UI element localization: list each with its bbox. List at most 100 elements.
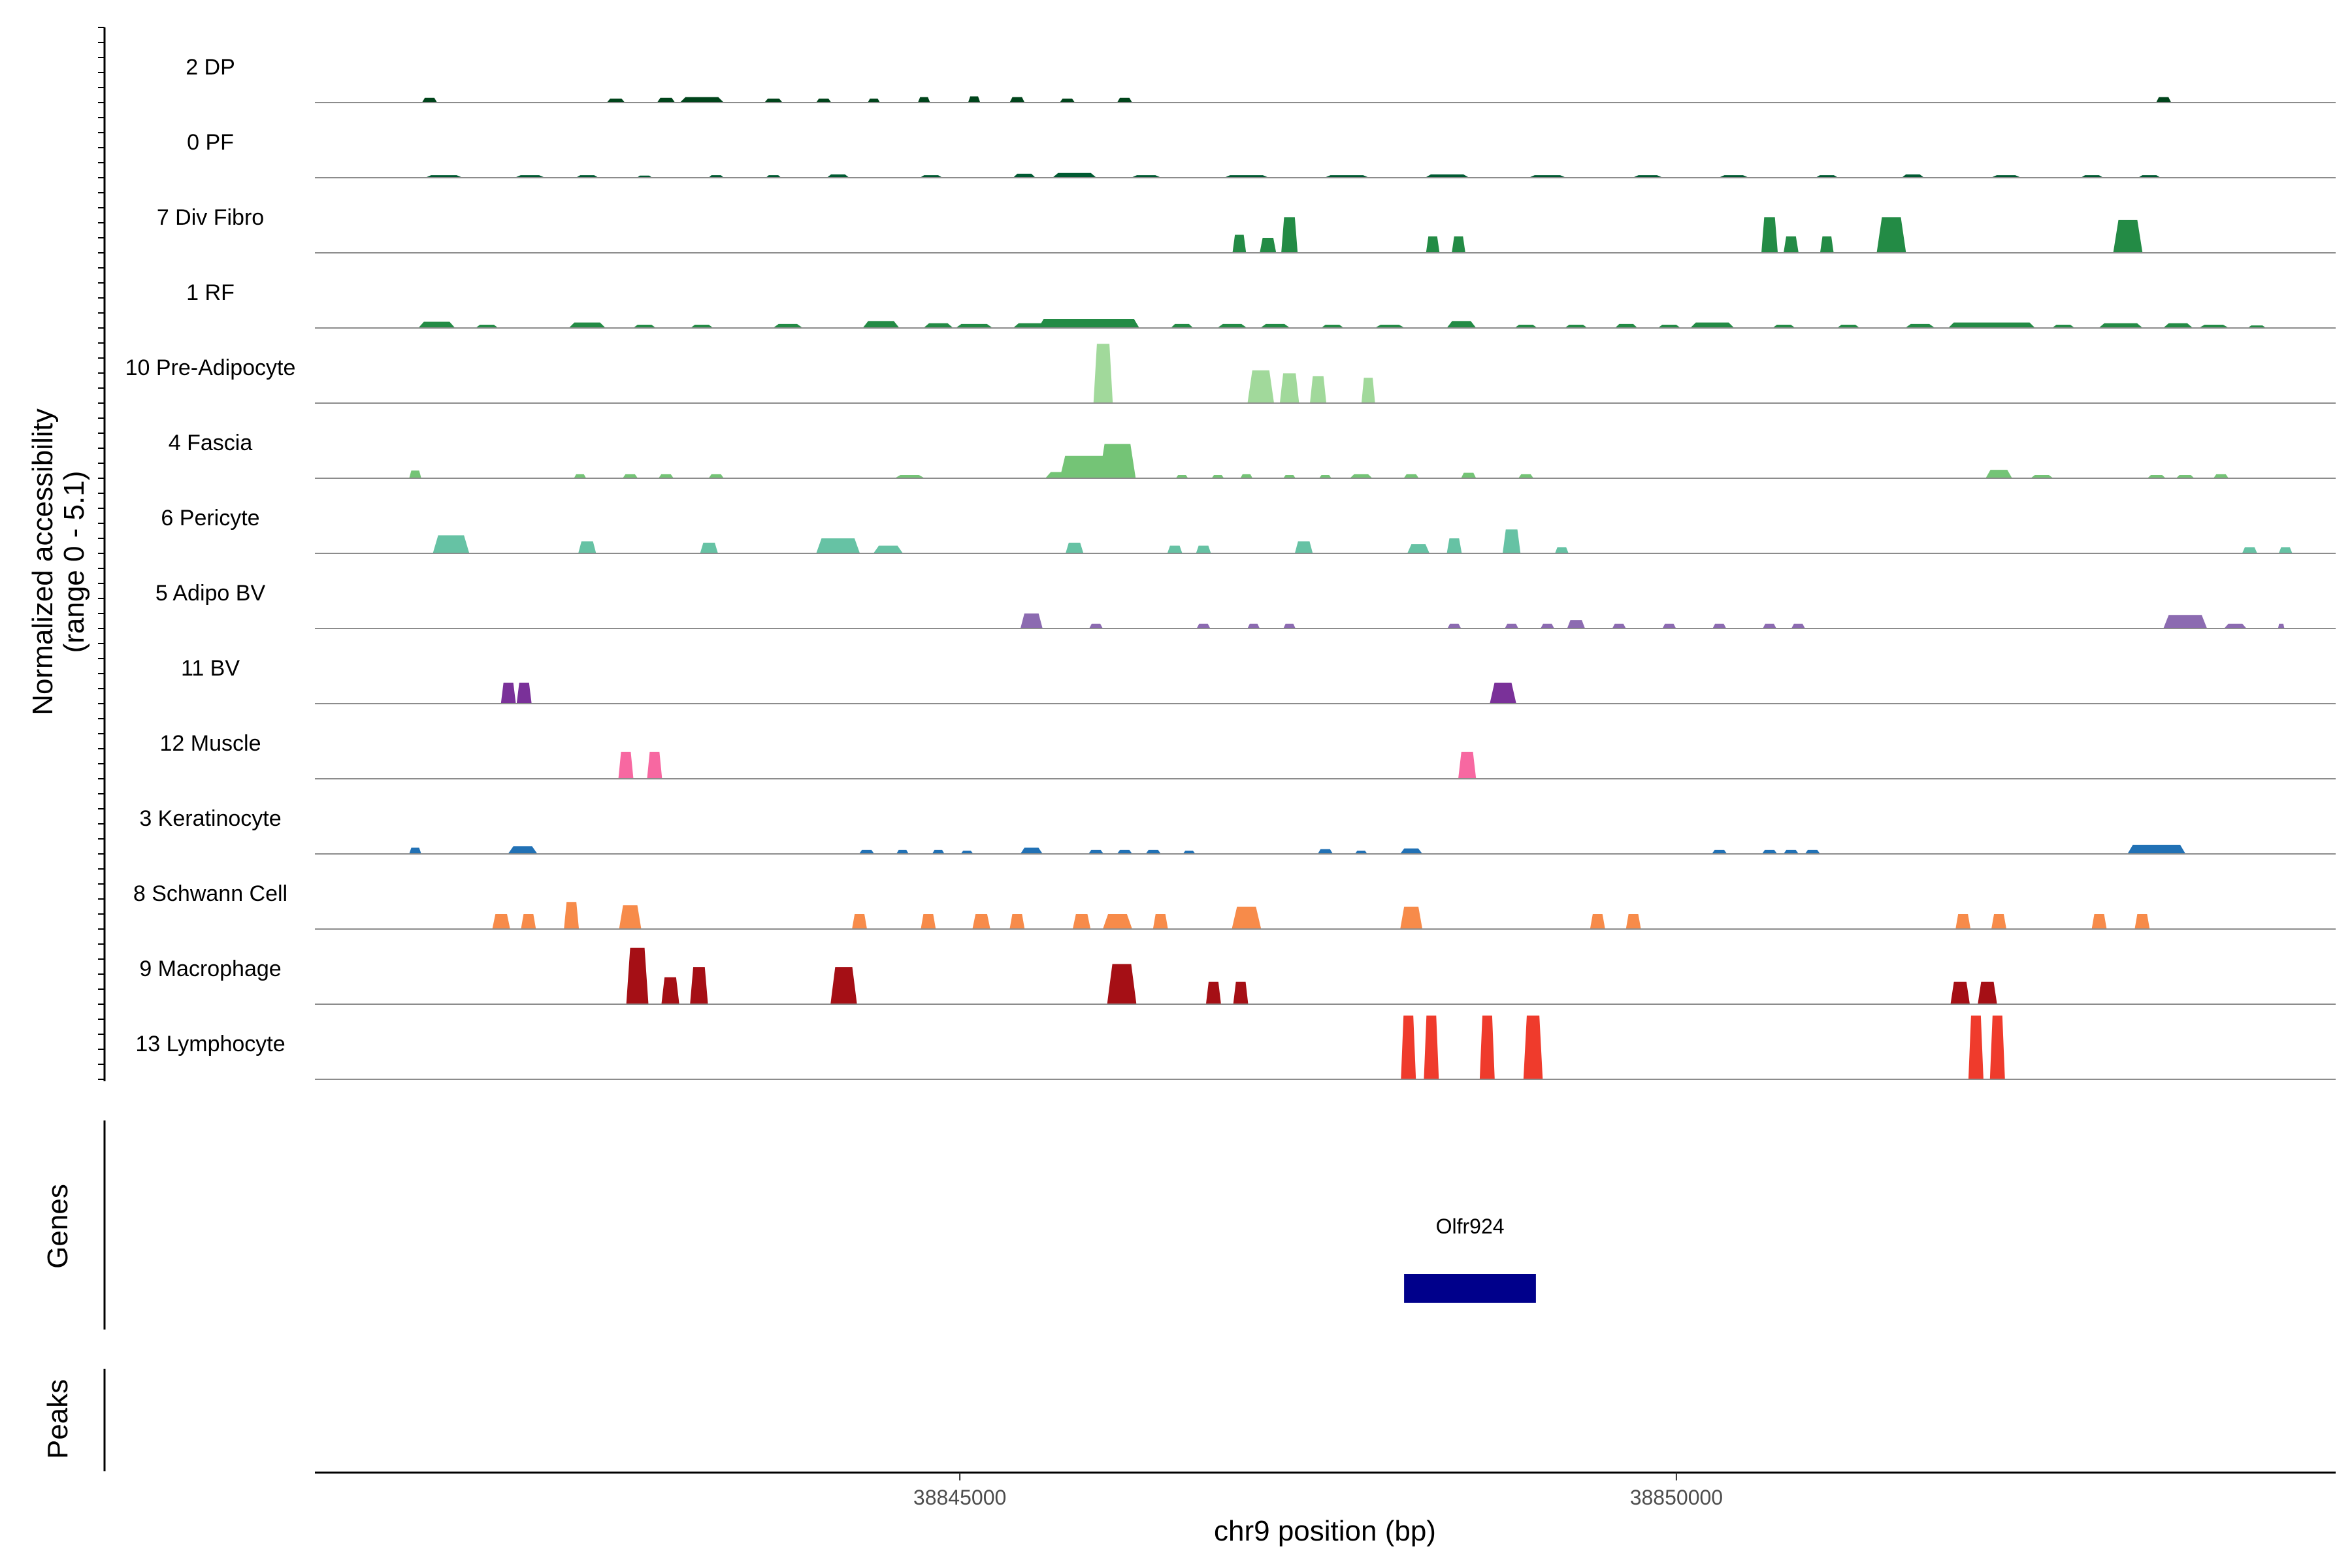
accessibility-peak <box>1196 546 1211 554</box>
gene-body <box>1404 1274 1536 1303</box>
accessibility-peak <box>1401 1015 1416 1080</box>
track-9: 11 BV <box>181 656 2336 704</box>
accessibility-peak <box>972 914 990 930</box>
accessibility-peak <box>1712 623 1727 629</box>
track-10: 12 Muscle <box>160 731 2336 779</box>
track-1: 2 DP <box>186 55 2336 103</box>
accessibility-peak <box>417 321 456 329</box>
accessibility-peak <box>2278 623 2285 629</box>
accessibility-peak <box>830 967 857 1005</box>
accessibility-peak <box>968 96 981 103</box>
track-label: 0 PF <box>187 130 234 155</box>
accessibility-peak <box>1072 914 1091 930</box>
accessibility-peak <box>409 847 422 855</box>
accessibility-peak <box>2098 323 2144 329</box>
accessibility-peak <box>433 535 470 554</box>
accessibility-peak <box>1205 981 1221 1005</box>
accessibility-peak <box>409 470 421 479</box>
accessibility-peak <box>873 546 904 554</box>
y-axis-title-line1: Normalized accessibility <box>27 408 59 715</box>
accessibility-peak <box>2155 97 2172 103</box>
accessibility-peak <box>816 538 860 554</box>
accessibility-peak <box>1523 1015 1543 1080</box>
accessibility-peak <box>1461 472 1477 479</box>
accessibility-peak <box>2091 914 2107 930</box>
accessibility-peak <box>1020 847 1043 855</box>
accessibility-peak <box>421 97 438 103</box>
accessibility-peak <box>1762 623 1777 629</box>
accessibility-peak <box>700 542 719 554</box>
accessibility-peak <box>1950 981 1970 1005</box>
accessibility-peak <box>923 323 954 329</box>
accessibility-peak <box>1399 848 1423 855</box>
x-tick-label: 38850000 <box>1630 1486 1723 1509</box>
accessibility-peak <box>568 322 606 329</box>
accessibility-peak <box>1783 236 1799 253</box>
accessibility-peak <box>500 682 516 704</box>
track-12: 8 Schwann Cell <box>133 881 2336 930</box>
accessibility-peak <box>1317 849 1333 855</box>
accessibility-peak <box>1446 538 1462 554</box>
accessibility-peak <box>1490 682 1516 704</box>
accessibility-peak <box>1820 236 1834 253</box>
accessibility-peak <box>1247 370 1275 404</box>
gene-track: Olfr924 <box>1404 1215 1536 1303</box>
accessibility-peak <box>1504 623 1519 629</box>
track-label: 9 Macrophage <box>139 956 281 981</box>
track-8: 5 Adipo BV <box>155 581 2336 629</box>
y-axis-title-line2: (range 0 - 5.1) <box>58 471 90 653</box>
accessibility-peak <box>1117 97 1133 103</box>
accessibility-peak <box>578 541 596 554</box>
accessibility-peak <box>1088 623 1103 629</box>
track-label: 13 Lymphocyte <box>135 1032 285 1056</box>
accessibility-peak <box>2113 220 2143 253</box>
accessibility-peak <box>1009 914 1025 930</box>
accessibility-peak <box>618 751 634 779</box>
track-2: 0 PF <box>187 130 2336 178</box>
track-3: 7 Div Fibro <box>157 205 2336 253</box>
accessibility-peak <box>647 751 662 779</box>
track-4: 1 RF <box>186 280 2336 329</box>
track-7: 6 Pericyte <box>161 506 2336 554</box>
accessibility-peak <box>1037 319 1140 329</box>
track-6: 4 Fascia <box>169 431 2336 479</box>
accessibility-peak <box>1283 623 1296 629</box>
accessibility-peak <box>1452 236 1465 253</box>
accessibility-peak <box>1791 623 1806 629</box>
accessibility-peak <box>1196 623 1211 629</box>
track-label: 10 Pre-Adipocyte <box>125 355 296 380</box>
track-label: 12 Muscle <box>160 731 261 756</box>
accessibility-peak <box>1102 914 1133 930</box>
accessibility-peak <box>1761 217 1778 253</box>
accessibility-peak <box>917 97 930 103</box>
track-13: 9 Macrophage <box>139 947 2336 1005</box>
x-axis-ticks: 38845000 38850000 <box>913 1473 1723 1509</box>
accessibility-peak <box>516 682 532 704</box>
track-5: 10 Pre-Adipocyte <box>125 344 2336 404</box>
accessibility-peak <box>1093 344 1113 404</box>
accessibility-peak <box>1612 623 1626 629</box>
accessibility-peak <box>1232 235 1247 253</box>
accessibility-peak <box>1590 914 1605 930</box>
accessibility-peak <box>1447 623 1462 629</box>
coverage-tracks: 2 DP 0 PF 7 Div Fibro 1 RF 10 Pre-Adipocyte 4… <box>125 55 2336 1080</box>
accessibility-peak <box>1247 623 1260 629</box>
accessibility-peak <box>1233 981 1249 1005</box>
accessibility-peak <box>1625 914 1641 930</box>
accessibility-peak <box>1458 751 1477 779</box>
accessibility-peak <box>657 97 676 103</box>
accessibility-peak <box>1554 547 1569 554</box>
accessibility-peak <box>1968 1015 1984 1080</box>
track-label: 2 DP <box>186 55 235 80</box>
track-label: 5 Adipo BV <box>155 581 266 606</box>
track-label: 11 BV <box>181 656 240 681</box>
track-label: 6 Pericyte <box>161 506 259 531</box>
accessibility-peak <box>1690 322 1735 329</box>
accessibility-peak <box>1479 1015 1495 1080</box>
accessibility-peak <box>852 914 868 930</box>
accessibility-peak <box>619 905 642 930</box>
accessibility-peak <box>1279 373 1299 404</box>
accessibility-peak <box>661 977 679 1005</box>
